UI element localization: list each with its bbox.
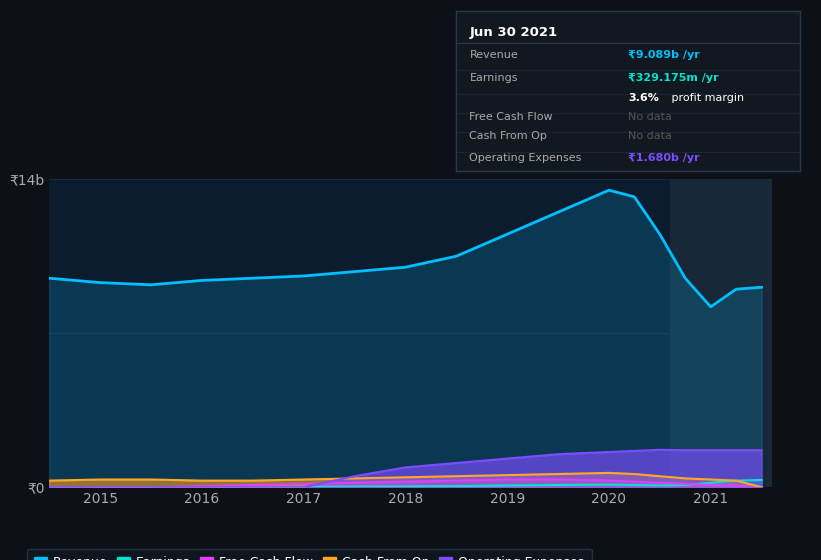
Text: Earnings: Earnings (470, 73, 518, 83)
Text: Jun 30 2021: Jun 30 2021 (470, 26, 557, 39)
Text: No data: No data (628, 131, 672, 141)
Text: ₹9.089b /yr: ₹9.089b /yr (628, 49, 699, 59)
Text: Cash From Op: Cash From Op (470, 131, 548, 141)
Text: ₹1.680b /yr: ₹1.680b /yr (628, 153, 699, 164)
Text: 3.6%: 3.6% (628, 92, 659, 102)
Text: No data: No data (628, 112, 672, 122)
Text: Operating Expenses: Operating Expenses (470, 153, 582, 164)
Text: ₹329.175m /yr: ₹329.175m /yr (628, 73, 718, 83)
Text: Free Cash Flow: Free Cash Flow (470, 112, 553, 122)
Bar (670, 179, 772, 487)
Text: Revenue: Revenue (470, 49, 518, 59)
Text: profit margin: profit margin (667, 92, 744, 102)
Legend: Revenue, Earnings, Free Cash Flow, Cash From Op, Operating Expenses: Revenue, Earnings, Free Cash Flow, Cash … (26, 549, 592, 560)
